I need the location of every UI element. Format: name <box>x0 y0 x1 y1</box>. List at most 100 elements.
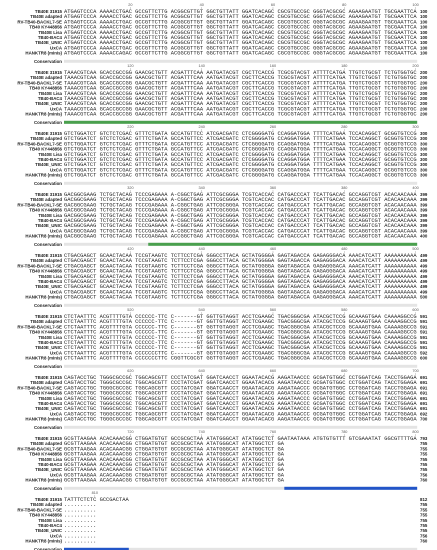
sequence: GCGTTAAGAA ACACAAACGG CTGGATGTGT GCCGCGC… <box>64 441 285 447</box>
sequence: CTCTAATTTC ACGTTTTGTA CCCCCCCTTC C------… <box>64 350 417 356</box>
sequence: GCGTTAAGAA ACACAAACGG CTGGATGTGT GCCGCGC… <box>64 457 285 463</box>
sequence-name: TB40E adapted <box>30 197 62 202</box>
sequence: ATGAGTCCCA AAAACCTGAC GCCGTTCTTG ACGGCGT… <box>64 35 417 41</box>
sequence: ATGAGTCCCA AAAACCAGAC GCCGTTCTTG ACGGCGT… <box>64 51 417 57</box>
sequence: CAGTACCTGC TGGGCGCCGC TGGCAGCGTT CCCTATC… <box>64 380 417 386</box>
ruler-label: 480 <box>341 247 347 251</box>
ruler-label: 300 <box>412 125 418 129</box>
sequence: TAAACGTCAA GCACCGCCGG GAACGCTGTT ACGATTT… <box>64 70 417 76</box>
ruler-label: 400 <box>412 186 418 190</box>
sequence: GCGTTAAGAA ACACAAACGG CTGGATGTGT GCCGCGC… <box>64 462 285 468</box>
ruler-label: 320 <box>127 186 133 190</box>
sequence-name: RV-TB40-BACKL7-SE <box>17 324 62 329</box>
sequence-end: 500 <box>420 295 428 300</box>
sequence: TAAACGTCAA GCACCGCCGG GAACGCTGTT ACGATTT… <box>64 101 417 107</box>
conservation-label: Conservation <box>34 59 62 64</box>
sequence: CAGTACCTGC TGGGCGCCGC TGGCAGCGTT CCCTATC… <box>64 417 417 423</box>
ruler-label: 810 <box>92 491 98 495</box>
ruler-label: 160 <box>270 64 276 68</box>
conservation-label: Conservation <box>34 486 62 491</box>
sequence-name: TB40E Lisa <box>38 457 62 462</box>
sequence: .......... <box>64 502 96 508</box>
sequence-end: 200 <box>420 80 428 85</box>
sequence: ATGAGTCCCA AAAACCTGAC GCCGTTCTTG ACGGCGT… <box>64 25 417 31</box>
sequence-name: TB40E adapted <box>30 319 62 324</box>
ruler-label: 20 <box>128 3 132 7</box>
sequence: TAAACGTCAA GCACCGCCGG GAACGCTGTT ACGATTT… <box>64 75 417 81</box>
sequence-end: 399 <box>420 213 428 218</box>
sequence-end: 755 <box>420 507 428 512</box>
sequence: CTGACGAGCT GCAACTACAA TCCGTAAGTC TCTTCCT… <box>64 279 417 285</box>
sequence-end: 200 <box>420 101 428 106</box>
sequence-name: TB40E 31915 <box>35 253 63 258</box>
sequence-end: 300 <box>420 141 428 146</box>
conservation-segment <box>64 547 129 550</box>
sequence-name: TB40E 31915 <box>35 436 63 441</box>
ruler-label: 500 <box>412 247 418 251</box>
sequence: CTGACGAGCT GCAACTACAA TCCGTAAGTC TCTTCCT… <box>64 289 417 295</box>
sequence-end: 755 <box>420 528 428 533</box>
sequence-end: 499 <box>420 258 428 263</box>
sequence-end: 691 <box>420 396 428 401</box>
ruler-label: 780 <box>341 430 347 434</box>
conservation-track <box>64 547 418 550</box>
sequence-name: HANKTR8 (minis) <box>25 417 62 422</box>
ruler-label: 180 <box>341 64 347 68</box>
ruler-label: 620 <box>127 369 133 373</box>
sequence-name: UxCA <box>50 45 63 50</box>
sequence-end: 399 <box>420 202 428 207</box>
sequence-end: 755 <box>420 518 428 523</box>
ruler-label: 600 <box>412 308 418 312</box>
sequence: GCGTTAAGAA ACACAAACGG CTGGATGTGT GCCGCGC… <box>64 436 417 442</box>
sequence-name: RV-TB40-BACKL7-SE <box>17 202 62 207</box>
sequence-name: TB40E_UNIC <box>35 162 63 167</box>
conservation-segment <box>284 486 418 490</box>
sequence: .......... <box>64 523 96 529</box>
sequence-name: TB40E Lisa <box>38 152 62 157</box>
sequence-name: TB40 KY448856 <box>29 147 62 152</box>
sequence-end: 100 <box>420 45 428 50</box>
sequence-end: 200 <box>420 112 428 117</box>
sequence: TAAACGTCAA GCACCGCCGG GAACGCTGTT ACGATTT… <box>64 91 417 97</box>
sequence-end: 499 <box>420 263 428 268</box>
sequence: CTCTAATTTC ACGTTTTGTA CCCCCC-TTC C------… <box>64 324 417 330</box>
conservation-segment <box>148 242 418 246</box>
sequence-name: TB40-BAC4 <box>38 340 63 345</box>
sequence-name: TB40E Lisa <box>38 91 62 96</box>
sequence: GTCTGGATCT GTCTCTCGAC GTTTCTGATA GCCATGT… <box>64 141 417 147</box>
sequence-end: 300 <box>420 131 428 136</box>
sequence: ATGAGTCCCA AAAACCTGAC GCCGTTCTTG ACGGCGT… <box>64 45 417 51</box>
sequence: GACGGCGAAG TCTGCTACAG TCCCGAGAAA A-CGGCT… <box>64 213 417 219</box>
sequence-end: 499 <box>420 284 428 289</box>
sequence-name: UxCA <box>50 289 63 294</box>
sequence-name: UxCA <box>50 167 63 172</box>
conservation-segment <box>64 120 418 124</box>
sequence-end: 200 <box>420 86 428 91</box>
conservation-label: Conservation <box>34 547 62 550</box>
sequence-end: 399 <box>420 197 428 202</box>
sequence: GTCTGGATCT GTCTCTCGAC GTTTCTGATA GCCATGT… <box>64 147 417 153</box>
sequence: GTCTGGATCT GTCTCTCGAC GTTTCTGATA GCCATGT… <box>64 136 417 142</box>
sequence-name: TB40E adapted <box>30 502 62 507</box>
sequence: TAAACGTCAA GCACCGCCGG GAACGCTGTT ACGATTT… <box>64 80 417 86</box>
sequence-name: TB40E_UNIC <box>35 101 63 106</box>
sequence-end: 756 <box>420 472 428 477</box>
sequence: GACGGCGAAG TCTGCTACAG TCCCGAGAAA A-CGGCT… <box>64 208 417 214</box>
sequence-name: TB40E Lisa <box>38 518 62 523</box>
sequence-end: 100 <box>420 9 428 14</box>
sequence-end: 755 <box>420 441 428 446</box>
sequence-name: UxCA <box>50 350 63 355</box>
sequence-name: TB40-BAC4 <box>38 157 63 162</box>
sequence-end: 499 <box>420 253 428 258</box>
sequence-end: 691 <box>420 406 428 411</box>
sequence: ATGAGTCCCA AAAACCTGAC GCCGTTCTTG ACGGCGT… <box>64 19 417 25</box>
conservation-track <box>64 425 418 429</box>
sequence: .......... <box>64 518 96 524</box>
sequence-end: 691 <box>420 375 428 380</box>
sequence-name: TB40E 31915 <box>35 131 63 136</box>
sequence-end: 400 <box>420 234 428 239</box>
sequence: CTGACGAGCT GCAACTACAA TCCGTAAGTC TCTTCCT… <box>64 295 417 301</box>
sequence: GTCTGGATCT GTCTCTCGAC GTTTCTGATA GCCATGT… <box>64 173 417 179</box>
sequence-name: TB40E adapted <box>30 441 62 446</box>
